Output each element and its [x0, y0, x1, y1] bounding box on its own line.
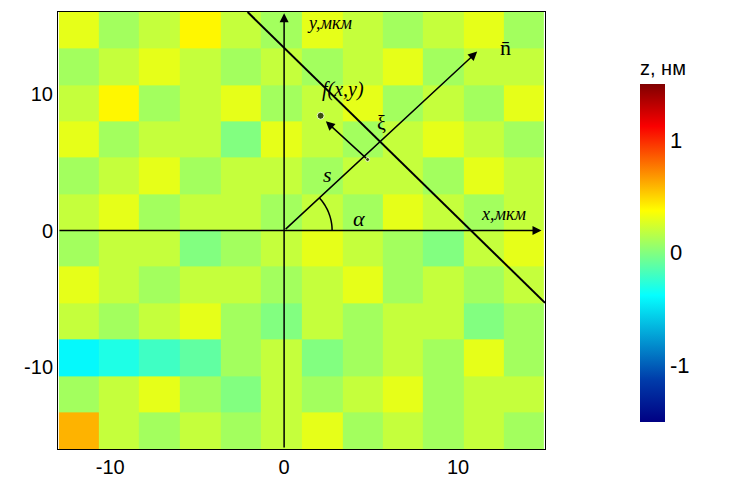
svg-text:0: 0 [42, 220, 53, 242]
svg-text:-10: -10 [24, 356, 53, 378]
svg-text:1: 1 [670, 128, 682, 153]
svg-text:-10: -10 [96, 456, 125, 478]
svg-text:-1: -1 [670, 353, 690, 378]
svg-text:0: 0 [670, 240, 682, 265]
svg-text:y,мкм: y,мкм [307, 13, 352, 33]
svg-text:n̄: n̄ [500, 35, 511, 60]
svg-text:s: s [323, 162, 332, 187]
svg-text:x,мкм: x,мкм [481, 204, 526, 224]
svg-text:z, нм: z, нм [640, 57, 686, 79]
svg-text:α: α [353, 206, 365, 231]
svg-text:ξ: ξ [377, 112, 386, 134]
svg-text:f(x,y): f(x,y) [322, 78, 364, 101]
svg-text:0: 0 [279, 456, 290, 478]
svg-text:10: 10 [447, 456, 469, 478]
svg-text:10: 10 [31, 83, 53, 105]
